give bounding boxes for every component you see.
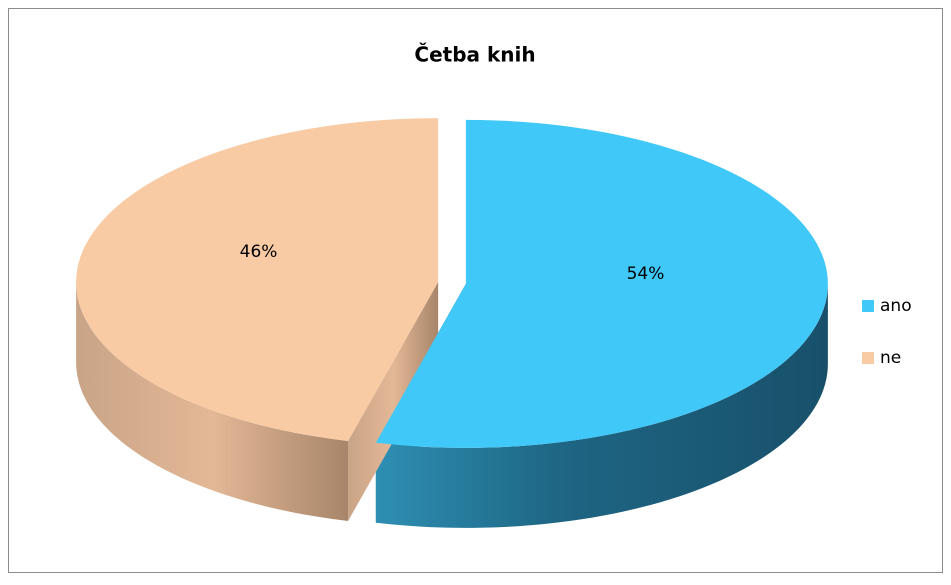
slice	[76, 118, 439, 441]
legend-label: ne	[880, 348, 901, 368]
legend-swatch	[862, 352, 874, 364]
slice-wall	[375, 283, 828, 528]
chart-title: Četba knih	[414, 43, 535, 67]
slice-side	[348, 282, 439, 521]
pie: 54% 46%	[76, 118, 828, 528]
data-label: 46%	[240, 242, 278, 262]
legend-label: ano	[880, 296, 912, 316]
slice-wall	[76, 282, 349, 521]
data-label: 54%	[627, 264, 665, 284]
slice	[375, 119, 828, 448]
legend-swatch	[862, 300, 874, 312]
